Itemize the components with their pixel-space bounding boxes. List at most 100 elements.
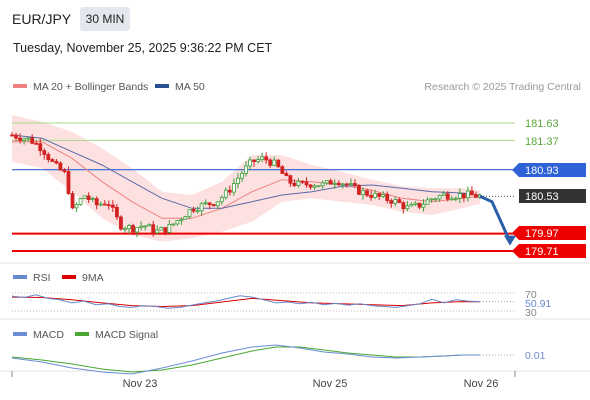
candle-body <box>86 195 91 200</box>
candle-body <box>369 195 373 198</box>
resistance-tag <box>512 163 586 177</box>
last-price-label: 180.53 <box>525 191 559 203</box>
target-label-1: 181.63 <box>525 118 559 130</box>
candle-body <box>312 185 317 188</box>
candle-body <box>199 203 204 212</box>
candle-body <box>223 189 228 198</box>
candle-body <box>417 202 422 208</box>
candle-body <box>280 166 285 174</box>
candle-body <box>405 205 410 210</box>
candle-body <box>58 162 63 171</box>
candle-body <box>300 180 305 183</box>
candle-body <box>292 182 297 186</box>
candle-body <box>62 169 67 172</box>
candle-body <box>457 193 462 199</box>
rsi-ma-legend-label: 9MA <box>82 272 104 284</box>
candle-body <box>421 203 426 208</box>
candle-body <box>244 165 248 174</box>
candle-body <box>344 183 349 186</box>
candle-body <box>231 183 236 193</box>
macd-last-value: 0.01 <box>525 350 546 362</box>
macd-legend-label: MACD <box>33 329 64 341</box>
candle-body <box>98 203 103 206</box>
candle-body <box>365 190 369 196</box>
rsi-legend-swatch <box>13 275 27 279</box>
macd-panel: MACD MACD Signal 0.01 <box>11 329 546 375</box>
candle-body <box>377 193 382 197</box>
level-lines-layer <box>12 122 515 252</box>
x-axis: Nov 23 Nov 25 Nov 26 <box>11 371 516 390</box>
candle-body <box>143 225 148 228</box>
candle-body <box>167 224 172 233</box>
candle-body <box>308 184 313 188</box>
candle-body <box>119 216 123 230</box>
support-label-2: 179.71 <box>525 246 559 258</box>
candle-body <box>348 183 353 185</box>
support-tag-1 <box>512 226 586 240</box>
candle-body <box>465 190 470 199</box>
candle-body <box>433 198 438 201</box>
bollinger-band-layer <box>12 115 480 242</box>
candle-body <box>470 190 474 196</box>
candle-body <box>389 200 394 204</box>
candle-body <box>90 198 95 200</box>
timeframe-button[interactable]: 30 MIN <box>80 7 130 31</box>
candle-body <box>240 173 244 179</box>
candle-body <box>429 198 434 201</box>
candle-body <box>304 181 309 186</box>
ma20-legend-swatch <box>13 84 27 88</box>
credit-label: Research © 2025 Trading Central <box>424 81 581 93</box>
candle-body <box>50 159 55 162</box>
candle-body <box>227 189 232 193</box>
timestamp: Tuesday, November 25, 2025 9:36:22 PM CE… <box>13 41 273 55</box>
candle-body <box>147 224 152 227</box>
chart-header: EUR/JPY 30 MIN Tuesday, November 25, 202… <box>0 0 590 70</box>
moving-average-layer <box>11 134 481 219</box>
candle-body <box>70 193 75 209</box>
candle-body <box>219 196 224 203</box>
candle-body <box>215 201 220 207</box>
candle-body <box>18 137 22 141</box>
symbol-title: EUR/JPY <box>12 11 72 27</box>
candle-body <box>183 216 188 220</box>
rsi-tick-30: 30 <box>525 307 537 319</box>
candle-body <box>236 177 240 184</box>
macd-lines <box>11 344 515 375</box>
candle-body <box>324 180 329 184</box>
last-price-tag <box>519 189 586 203</box>
candle-body <box>82 195 87 199</box>
candle-body <box>195 210 200 213</box>
candle-body <box>159 227 164 231</box>
candle-body <box>340 183 345 186</box>
candle-body <box>361 190 365 195</box>
candle-body <box>441 193 446 197</box>
candle-body <box>22 138 27 141</box>
x-tick-nov23: Nov 23 <box>123 378 158 390</box>
candle-body <box>131 225 135 233</box>
candle-body <box>272 159 277 166</box>
candles-layer <box>10 132 482 238</box>
candle-body <box>276 159 281 168</box>
candle-body <box>357 184 361 195</box>
candle-body <box>187 209 192 218</box>
candle-body <box>42 150 47 155</box>
candle-body <box>385 194 390 201</box>
candle-body <box>191 209 196 212</box>
rsi-panel: RSI 9MA 70 30 50.91 <box>11 272 551 319</box>
candle-body <box>328 180 333 185</box>
candle-body <box>336 182 341 186</box>
candle-body <box>163 227 168 233</box>
candle-body <box>252 159 256 162</box>
ma20-line <box>12 141 481 219</box>
candle-body <box>316 185 321 188</box>
candle-body <box>155 229 160 234</box>
candle-body <box>102 203 107 206</box>
candle-body <box>211 204 216 207</box>
candle-body <box>413 202 418 205</box>
candle-body <box>66 171 71 194</box>
support-tag-2 <box>512 244 586 258</box>
candle-body <box>260 156 265 160</box>
candle-body <box>264 156 269 161</box>
candle-body <box>175 220 180 225</box>
